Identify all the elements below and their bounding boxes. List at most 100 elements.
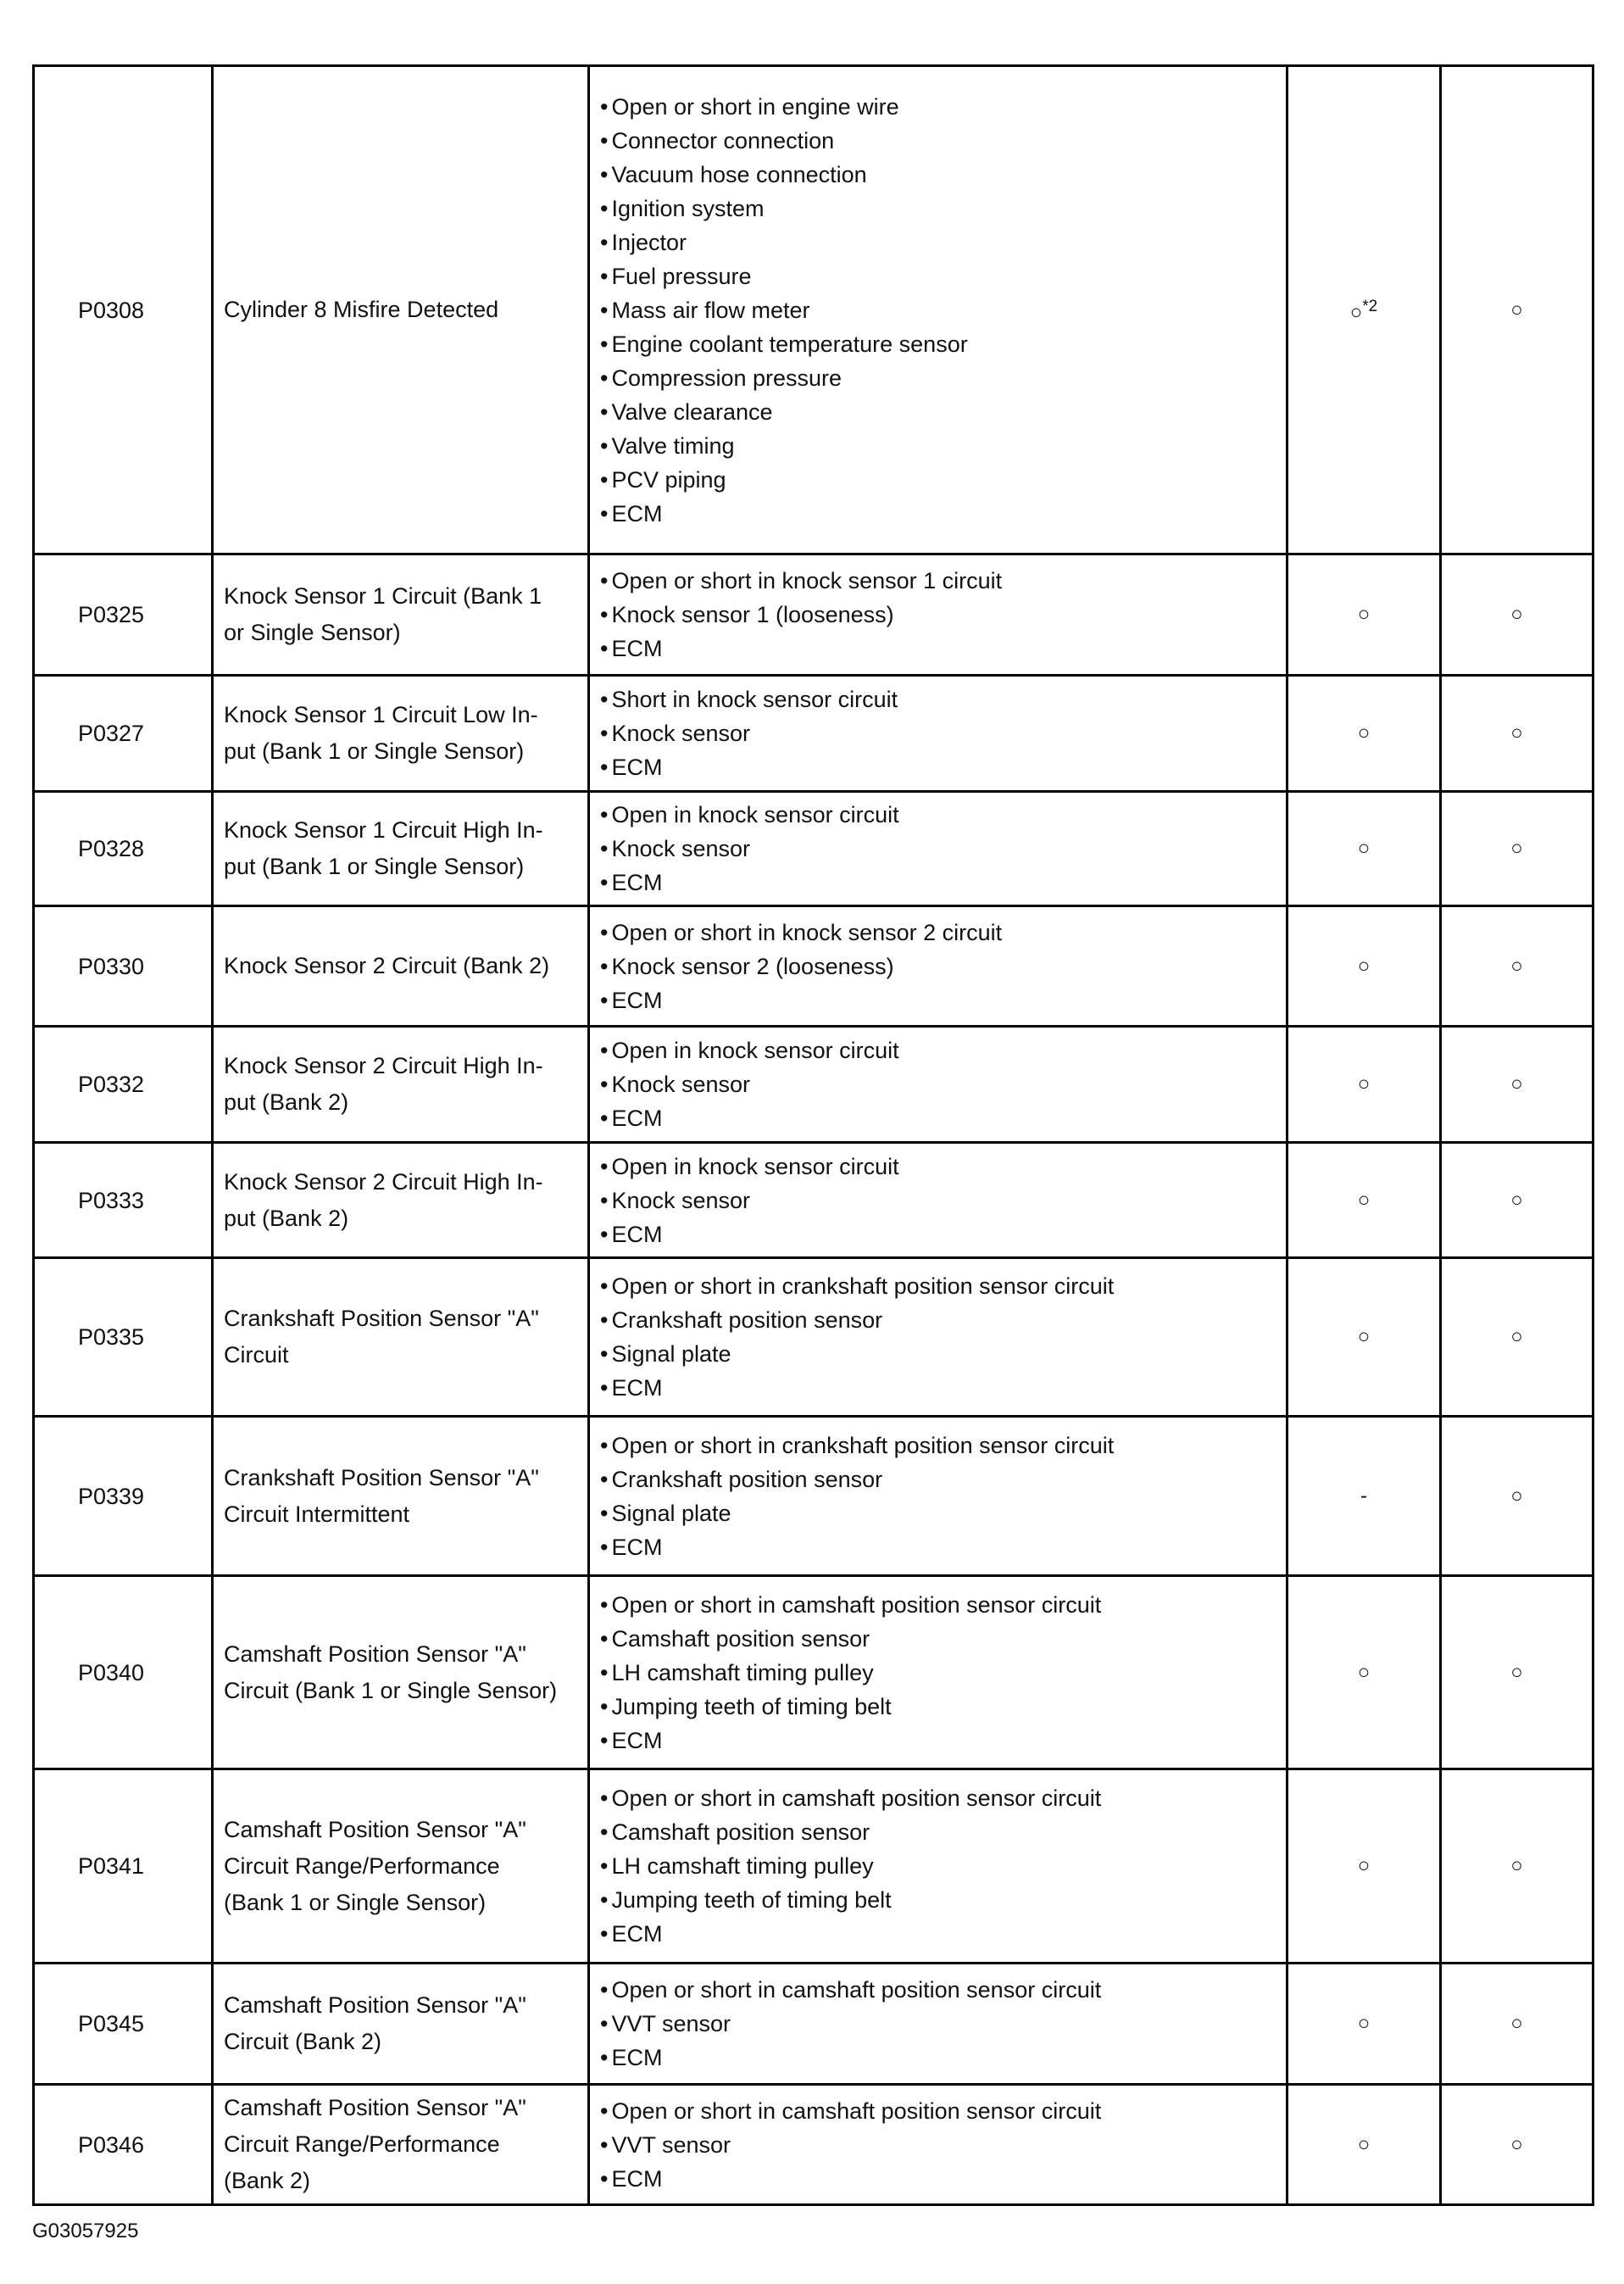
table-row: P0340 Camshaft Position Sensor "A" Circuit…	[32, 1574, 1594, 1770]
causes-cell: Open or short in knock sensor 2 circuitK…	[587, 905, 1288, 1028]
mil-cell: ○	[1286, 790, 1442, 907]
memory-symbol: ○	[1510, 298, 1523, 321]
description-cell: Knock Sensor 2 Circuit High In-put (Bank…	[211, 1025, 590, 1144]
description-cell: Camshaft Position Sensor "A" Circuit Rang…	[211, 2083, 590, 2206]
mil-symbol: ○	[1357, 954, 1371, 978]
description-line: Knock Sensor 1 Circuit Low In-	[224, 702, 538, 727]
mil-symbol: ○	[1357, 721, 1371, 744]
mil-cell: -	[1286, 1415, 1442, 1577]
cause-item: Open or short in camshaft position senso…	[600, 1973, 1276, 2007]
cause-item: ECM	[600, 632, 1276, 666]
memory-cell: ○	[1439, 1574, 1594, 1770]
dtc-code: P0330	[77, 953, 145, 979]
mil-cell: ○	[1286, 1962, 1442, 2086]
cause-item: ECM	[600, 1917, 1276, 1951]
cause-item: Valve timing	[600, 429, 1276, 463]
dtc-code: P0341	[77, 1853, 145, 1879]
code-cell: P0341	[32, 1768, 214, 1964]
causes-cell: Open in knock sensor circuitKnock sensor…	[587, 790, 1288, 907]
memory-symbol: ○	[1510, 1072, 1523, 1095]
memory-symbol: ○	[1510, 1325, 1523, 1348]
description-line: (Bank 2)	[224, 2168, 311, 2193]
cause-item: ECM	[600, 497, 1276, 531]
table-row: P0333 Knock Sensor 2 Circuit High In-put …	[32, 1141, 1594, 1259]
description-line: Camshaft Position Sensor "A"	[224, 1992, 526, 2018]
cause-item: Open or short in knock sensor 2 circuit	[600, 916, 1276, 950]
dtc-table: P0308 Cylinder 8 Misfire Detected Open or …	[32, 64, 1594, 2206]
cause-item: Open or short in camshaft position senso…	[600, 2094, 1276, 2128]
memory-symbol: ○	[1510, 1660, 1523, 1684]
description-line: Knock Sensor 2 Circuit High In-	[224, 1168, 543, 1195]
code-cell: P0339	[32, 1415, 214, 1577]
table-body: P0308 Cylinder 8 Misfire Detected Open or …	[32, 64, 1594, 2206]
mil-cell: ○	[1286, 905, 1442, 1028]
cause-item: Knock sensor	[600, 716, 1276, 750]
table-row: P0341 Camshaft Position Sensor "A" Circuit…	[32, 1768, 1594, 1964]
causes-cell: Open in knock sensor circuitKnock sensor…	[587, 1025, 1288, 1144]
table-row: P0325 Knock Sensor 1 Circuit (Bank 1 or Si…	[32, 553, 1594, 677]
memory-symbol: ○	[1510, 603, 1523, 626]
cause-item: Open or short in camshaft position senso…	[600, 1588, 1276, 1622]
mil-symbol: ○	[1357, 1188, 1371, 1212]
cause-item: Compression pressure	[600, 361, 1276, 395]
cause-item: ECM	[600, 750, 1276, 784]
description-line: Crankshaft Position Sensor "A"	[224, 1464, 539, 1490]
memory-cell: ○	[1439, 2083, 1594, 2206]
cause-item: Mass air flow meter	[600, 293, 1276, 327]
table-row: P0339 Crankshaft Position Sensor "A" Circu…	[32, 1415, 1594, 1577]
dtc-code: P0325	[77, 602, 145, 627]
dtc-code: P0327	[77, 721, 145, 746]
table-row: P0335 Crankshaft Position Sensor "A" Circu…	[32, 1256, 1594, 1418]
description-line: or Single Sensor)	[224, 620, 401, 645]
cause-item: Knock sensor	[600, 1184, 1276, 1217]
table-row: P0328 Knock Sensor 1 Circuit High In-put …	[32, 790, 1594, 907]
code-cell: P0335	[32, 1256, 214, 1418]
description-cell: Camshaft Position Sensor "A" Circuit (Ban…	[211, 1962, 590, 2086]
cause-item: PCV piping	[600, 463, 1276, 497]
mil-cell: ○*2	[1286, 64, 1442, 555]
cause-item: Signal plate	[600, 1496, 1276, 1530]
dtc-code: P0339	[77, 1483, 145, 1509]
cause-item: Open or short in camshaft position senso…	[600, 1781, 1276, 1815]
memory-cell: ○	[1439, 1256, 1594, 1418]
mil-note: *2	[1362, 298, 1378, 315]
cause-item: Camshaft position sensor	[600, 1622, 1276, 1656]
cause-item: VVT sensor	[600, 2007, 1276, 2041]
description-cell: Knock Sensor 2 Circuit (Bank 2)	[211, 905, 590, 1028]
description-cell: Cylinder 8 Misfire Detected	[211, 64, 590, 555]
memory-symbol: ○	[1510, 1484, 1523, 1507]
mil-cell: ○	[1286, 553, 1442, 677]
description-cell: Camshaft Position Sensor "A" Circuit (Ban…	[211, 1574, 590, 1770]
memory-symbol: ○	[1510, 2012, 1523, 2035]
mil-cell: ○	[1286, 1768, 1442, 1964]
cause-item: ECM	[600, 1371, 1276, 1405]
memory-cell: ○	[1439, 1415, 1594, 1577]
code-cell: P0346	[32, 2083, 214, 2206]
mil-symbol: ○	[1357, 1072, 1371, 1095]
mil-cell: ○	[1286, 674, 1442, 793]
description-cell: Camshaft Position Sensor "A" Circuit Rang…	[211, 1768, 590, 1964]
description-line: Circuit (Bank 1 or Single Sensor)	[224, 1677, 558, 1703]
dtc-code: P0308	[77, 297, 145, 323]
cause-item: Knock sensor	[600, 832, 1276, 866]
cause-item: Open in knock sensor circuit	[600, 1033, 1276, 1067]
code-cell: P0345	[32, 1962, 214, 2086]
causes-cell: Open in knock sensor circuitKnock sensor…	[587, 1141, 1288, 1259]
mil-cell: ○	[1286, 1574, 1442, 1770]
cause-item: Signal plate	[600, 1337, 1276, 1371]
code-cell: P0327	[32, 674, 214, 793]
memory-cell: ○	[1439, 905, 1594, 1028]
cause-item: VVT sensor	[600, 2128, 1276, 2162]
cause-item: ECM	[600, 1217, 1276, 1251]
description-line: put (Bank 1 or Single Sensor)	[224, 854, 525, 879]
cause-item: Jumping teeth of timing belt	[600, 1883, 1276, 1917]
cause-item: Engine coolant temperature sensor	[600, 327, 1276, 361]
table-row: P0345 Camshaft Position Sensor "A" Circuit…	[32, 1962, 1594, 2086]
cause-item: Open or short in knock sensor 1 circuit	[600, 564, 1276, 598]
description-cell: Knock Sensor 1 Circuit (Bank 1 or Single …	[211, 553, 590, 677]
dtc-code: P0335	[77, 1324, 145, 1350]
memory-symbol: ○	[1510, 1854, 1523, 1877]
description-line: put (Bank 2)	[224, 1205, 349, 1231]
figure-id: G03057925	[32, 2220, 139, 2242]
mil-cell: ○	[1286, 2083, 1442, 2206]
